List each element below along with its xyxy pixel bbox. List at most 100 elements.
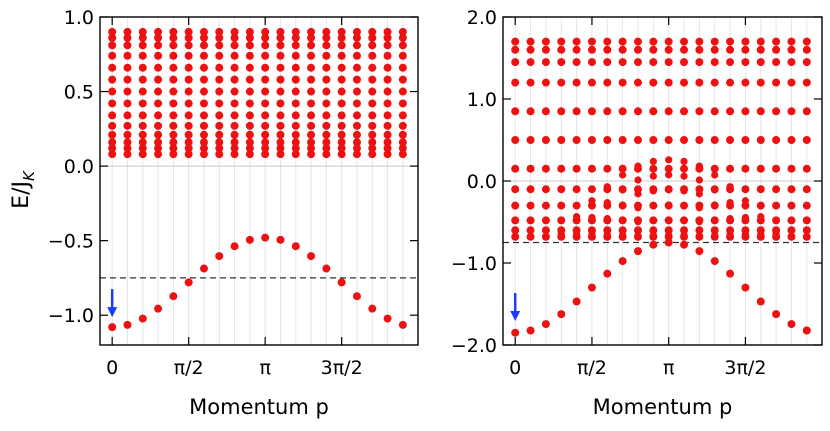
continuum-point (291, 150, 300, 159)
continuum-point (383, 51, 392, 60)
continuum-point (138, 41, 147, 50)
continuum-point (557, 58, 566, 67)
continuum-point (787, 201, 796, 210)
continuum-point (230, 33, 239, 42)
continuum-states (108, 27, 407, 159)
continuum-point (633, 58, 642, 67)
continuum-point (230, 27, 239, 36)
bound-state-point (276, 235, 285, 244)
bound-state-point (230, 242, 239, 251)
continuum-point (368, 121, 377, 130)
continuum-point (726, 183, 734, 191)
continuum-point (154, 33, 163, 42)
continuum-point (619, 216, 627, 224)
bound-state-point (741, 283, 750, 292)
continuum-point (587, 136, 596, 144)
continuum-point (787, 58, 796, 67)
continuum-point (307, 138, 316, 147)
continuum-point (383, 111, 392, 120)
continuum-point (619, 171, 627, 179)
continuum-point (169, 27, 178, 36)
continuum-point (337, 51, 346, 60)
continuum-point (276, 144, 285, 153)
continuum-point (802, 226, 811, 235)
continuum-point (138, 121, 147, 130)
continuum-point (726, 107, 735, 116)
bound-state-point (322, 264, 331, 273)
continuum-point (276, 138, 285, 147)
continuum-point (695, 162, 703, 170)
continuum-point (108, 121, 117, 130)
bound-state-series (108, 233, 407, 332)
continuum-point (291, 138, 300, 147)
continuum-point (787, 226, 796, 235)
continuum-point (557, 37, 566, 46)
x-tick-label: π/2 (577, 357, 607, 379)
continuum-point (108, 51, 117, 60)
continuum-point (587, 37, 596, 46)
continuum-point (710, 107, 719, 116)
continuum-point (633, 226, 642, 235)
continuum-point (368, 51, 377, 60)
continuum-point (184, 111, 193, 120)
continuum-point (368, 144, 377, 153)
bound-state-point (603, 269, 612, 278)
continuum-point (587, 78, 596, 87)
continuum-point (787, 136, 796, 144)
continuum-point (108, 27, 117, 36)
continuum-point (664, 58, 673, 67)
continuum-point (245, 130, 254, 139)
continuum-point (230, 138, 239, 147)
continuum-point (587, 45, 596, 54)
continuum-point (169, 121, 178, 130)
continuum-point (741, 136, 750, 144)
continuum-point (787, 216, 796, 225)
continuum-point (726, 214, 734, 223)
continuum-point (230, 41, 239, 50)
continuum-point (603, 199, 611, 207)
continuum-point (772, 45, 781, 54)
continuum-point (108, 63, 117, 72)
continuum-point (572, 185, 581, 194)
continuum-point (398, 87, 407, 96)
continuum-point (352, 121, 361, 130)
continuum-point (154, 121, 163, 130)
continuum-point (184, 75, 193, 84)
continuum-point (352, 63, 361, 72)
continuum-point (368, 27, 377, 36)
continuum-point (383, 87, 392, 96)
continuum-point (756, 185, 765, 194)
continuum-point (526, 216, 535, 225)
continuum-point (398, 111, 407, 120)
continuum-point (511, 136, 520, 144)
continuum-point (649, 164, 658, 173)
continuum-point (633, 78, 642, 87)
continuum-point (169, 130, 178, 139)
continuum-point (680, 202, 688, 210)
continuum-point (261, 63, 270, 72)
continuum-point (541, 201, 550, 210)
continuum-point (123, 75, 132, 84)
y-tick-label: −1.0 (48, 305, 94, 327)
continuum-point (123, 150, 132, 159)
continuum-point (787, 37, 796, 46)
continuum-point (307, 111, 316, 120)
continuum-point (138, 150, 147, 159)
right-panel: 2.0 1.0 0.0 −1.0 −2.0 0 π/2 π 3π/2 Momentum p (451, 7, 823, 419)
continuum-point (711, 231, 719, 239)
continuum-point (802, 185, 811, 194)
bound-state-point (680, 240, 689, 249)
continuum-point (276, 63, 285, 72)
continuum-point (215, 99, 224, 108)
continuum-point (695, 204, 703, 212)
continuum-point (383, 144, 392, 153)
continuum-point (169, 144, 178, 153)
continuum-point (802, 45, 811, 54)
continuum-point (802, 37, 811, 46)
continuum-point (138, 75, 147, 84)
continuum-point (169, 75, 178, 84)
continuum-point (199, 138, 208, 147)
bound-state-point (337, 278, 346, 287)
continuum-point (511, 37, 520, 46)
x-tick-label: 3π/2 (724, 357, 766, 379)
